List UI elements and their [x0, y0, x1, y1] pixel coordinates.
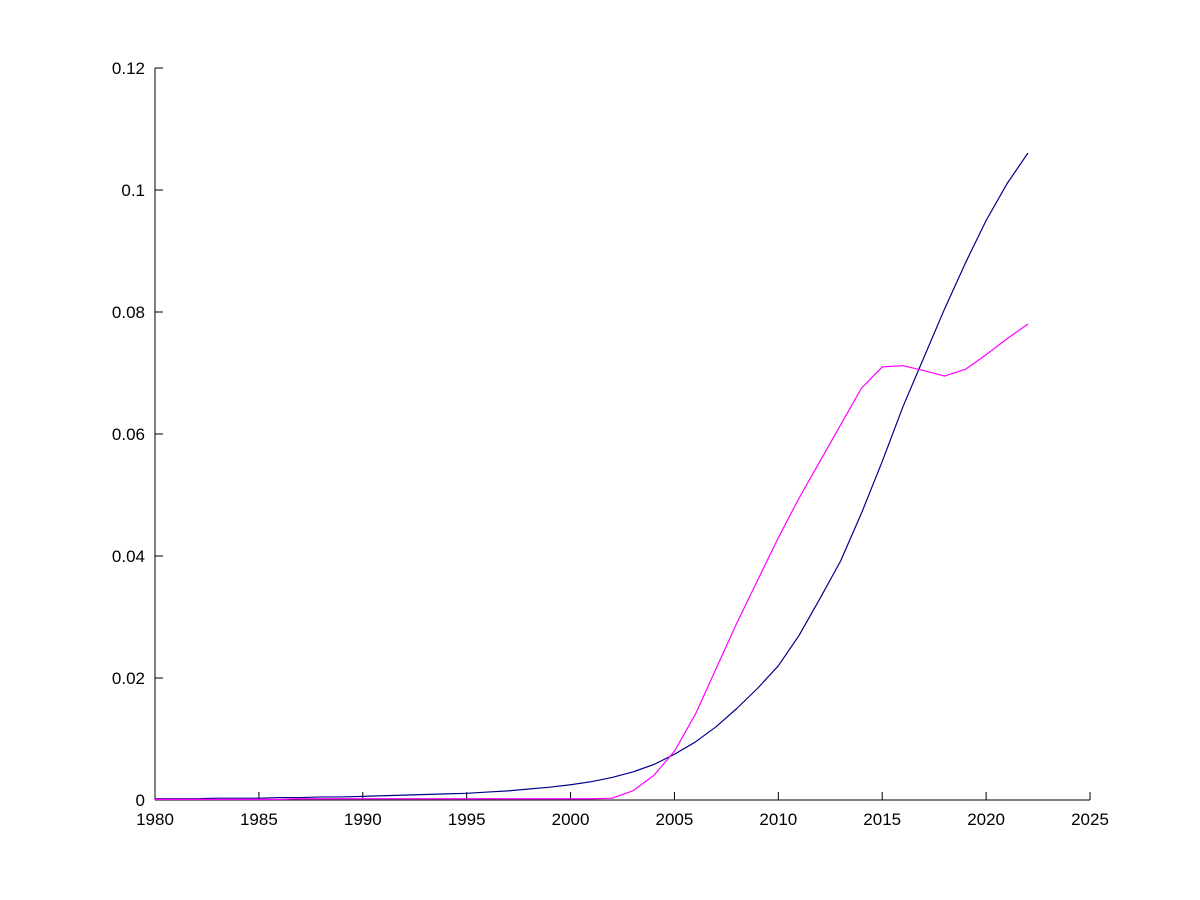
x-tick-label: 1980	[136, 810, 174, 829]
x-tick-label: 1985	[240, 810, 278, 829]
x-tick-label: 1995	[448, 810, 486, 829]
y-tick-label: 0.06	[112, 425, 145, 444]
series-line-magenta-series	[154, 323, 1029, 800]
x-tick-label: 2010	[759, 810, 797, 829]
series-line-dark-blue-series	[154, 152, 1029, 800]
y-tick-label: 0.04	[112, 547, 145, 566]
x-tick-label: 1990	[344, 810, 382, 829]
y-tick-label: 0.12	[112, 59, 145, 78]
x-tick-label: 2020	[967, 810, 1005, 829]
y-tick-label: 0.1	[121, 181, 145, 200]
x-tick-label: 2015	[863, 810, 901, 829]
y-tick-label: 0.02	[112, 669, 145, 688]
y-tick-label: 0.08	[112, 303, 145, 322]
x-tick-label: 2000	[552, 810, 590, 829]
y-tick-label: 0	[136, 791, 145, 810]
x-tick-label: 2025	[1071, 810, 1109, 829]
x-tick-label: 2005	[656, 810, 694, 829]
